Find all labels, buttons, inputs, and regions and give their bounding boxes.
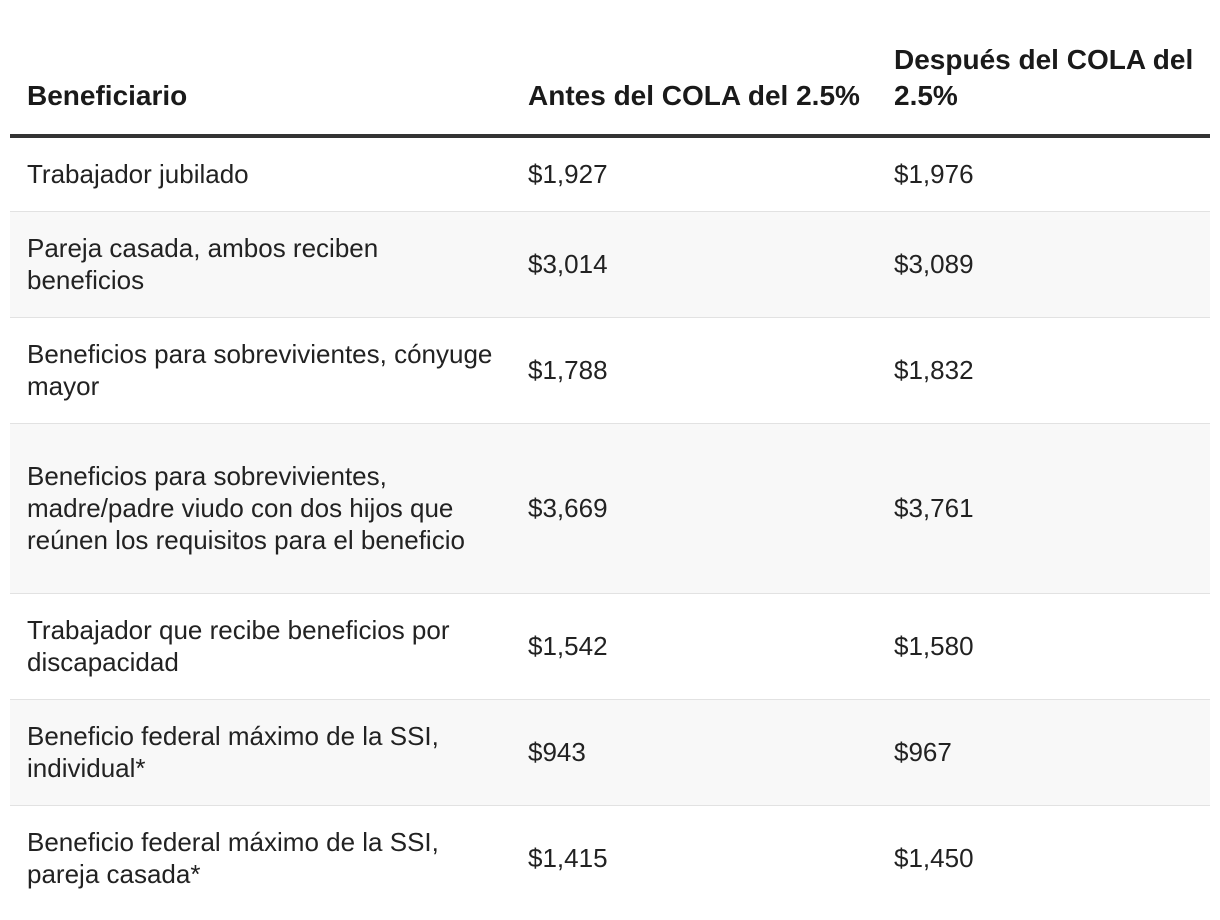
table-row: Beneficios para sobrevivientes, cónyuge … — [10, 317, 1210, 424]
cell-before-cola: $943 — [511, 699, 877, 806]
cell-after-cola: $1,580 — [877, 593, 1210, 700]
cell-before-cola: $1,542 — [511, 593, 877, 700]
cell-after-cola: $1,450 — [877, 805, 1210, 911]
cell-after-cola: $967 — [877, 699, 1210, 806]
cell-after-cola: $3,761 — [877, 423, 1210, 594]
table-body: Trabajador jubilado $1,927 $1,976 Pareja… — [10, 136, 1210, 911]
cell-beneficiary: Trabajador que recibe beneficios por dis… — [10, 593, 511, 700]
header-row: Beneficiario Antes del COLA del 2.5% Des… — [10, 0, 1210, 138]
cell-before-cola: $1,788 — [511, 317, 877, 424]
cell-beneficiary: Beneficios para sobrevivientes, cónyuge … — [10, 317, 511, 424]
header-after-cola: Después del COLA del 2.5% — [877, 0, 1210, 138]
header-before-cola: Antes del COLA del 2.5% — [511, 0, 877, 138]
table-row: Trabajador que recibe beneficios por dis… — [10, 593, 1210, 700]
table-row: Beneficios para sobrevivientes, madre/pa… — [10, 423, 1210, 594]
cell-beneficiary: Trabajador jubilado — [10, 136, 511, 212]
benefits-table-container: Beneficiario Antes del COLA del 2.5% Des… — [10, 0, 1210, 911]
cell-beneficiary: Beneficio federal máximo de la SSI, indi… — [10, 699, 511, 806]
cell-after-cola: $1,976 — [877, 136, 1210, 212]
cell-beneficiary: Beneficio federal máximo de la SSI, pare… — [10, 805, 511, 911]
header-beneficiary: Beneficiario — [10, 0, 511, 138]
cell-after-cola: $3,089 — [877, 211, 1210, 318]
cell-after-cola: $1,832 — [877, 317, 1210, 424]
table-row: Beneficio federal máximo de la SSI, pare… — [10, 805, 1210, 911]
table-row: Trabajador jubilado $1,927 $1,976 — [10, 136, 1210, 212]
cell-before-cola: $1,415 — [511, 805, 877, 911]
cell-before-cola: $1,927 — [511, 136, 877, 212]
cell-before-cola: $3,014 — [511, 211, 877, 318]
cell-beneficiary: Pareja casada, ambos reciben beneficios — [10, 211, 511, 318]
cell-before-cola: $3,669 — [511, 423, 877, 594]
cell-beneficiary: Beneficios para sobrevivientes, madre/pa… — [10, 423, 511, 594]
cola-benefits-table: Beneficiario Antes del COLA del 2.5% Des… — [10, 0, 1210, 911]
table-row: Pareja casada, ambos reciben beneficios … — [10, 211, 1210, 318]
table-row: Beneficio federal máximo de la SSI, indi… — [10, 699, 1210, 806]
table-header: Beneficiario Antes del COLA del 2.5% Des… — [10, 0, 1210, 138]
